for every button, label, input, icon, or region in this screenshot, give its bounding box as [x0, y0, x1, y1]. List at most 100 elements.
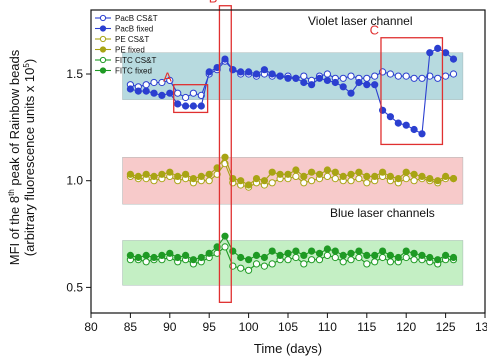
data-point — [347, 170, 355, 178]
data-point — [426, 175, 434, 183]
data-point — [205, 170, 213, 178]
data-point — [347, 177, 355, 185]
data-point — [410, 125, 418, 134]
data-point — [394, 253, 402, 262]
data-point — [245, 181, 253, 189]
data-point — [323, 70, 331, 78]
data-point — [347, 256, 355, 264]
legend-entry: PacB CS&T — [95, 14, 158, 23]
data-point — [371, 251, 379, 259]
series-group — [126, 232, 458, 264]
y-tick-label: 0.5 — [66, 280, 83, 294]
data-point — [126, 85, 134, 93]
data-point — [182, 251, 190, 259]
data-point — [189, 89, 197, 97]
data-point — [300, 78, 308, 87]
reference-band — [122, 240, 464, 286]
data-point — [182, 93, 190, 102]
data-point — [339, 251, 347, 259]
data-point — [418, 251, 426, 259]
highlight-box-layer: A B C — [163, 0, 444, 303]
data-point — [347, 89, 355, 97]
data-point — [434, 177, 442, 185]
data-point — [213, 243, 221, 251]
data-point — [394, 72, 402, 80]
data-point — [252, 175, 261, 183]
data-point — [189, 102, 197, 110]
data-point — [363, 260, 371, 268]
data-point — [355, 168, 363, 176]
data-point — [268, 260, 276, 268]
data-point — [268, 179, 276, 187]
data-point — [142, 258, 150, 266]
data-point — [237, 68, 245, 76]
data-point — [379, 247, 387, 255]
data-point — [284, 170, 292, 178]
data-point — [394, 119, 402, 127]
highlight-box-label: C — [370, 23, 379, 38]
x-tick-label: 110 — [318, 320, 337, 334]
data-point — [189, 175, 197, 183]
legend-entry: PE fixed — [95, 46, 145, 55]
data-point — [197, 172, 205, 180]
data-point — [300, 179, 308, 187]
data-point — [300, 251, 308, 259]
legend-label: FITC fixed — [115, 67, 152, 76]
data-point — [410, 74, 418, 82]
data-point — [245, 68, 253, 76]
annotation-blue-laser: Blue laser channels — [330, 206, 435, 220]
data-point — [174, 89, 182, 97]
data-point — [402, 121, 410, 129]
legend-entry: PacB fixed — [95, 25, 153, 34]
data-point — [355, 247, 363, 255]
data-point — [126, 251, 134, 259]
data-point — [363, 81, 371, 89]
data-point — [434, 256, 442, 264]
data-point — [386, 70, 394, 78]
data-point — [252, 251, 261, 259]
x-axis-title: Time (days) — [254, 341, 322, 356]
data-point — [315, 256, 324, 264]
data-point — [355, 253, 363, 262]
data-point — [221, 232, 229, 240]
data-point — [205, 68, 213, 76]
data-point — [386, 258, 394, 266]
data-point — [268, 70, 276, 78]
data-point — [134, 253, 142, 262]
data-point — [402, 253, 410, 262]
x-tick-label: 95 — [203, 320, 217, 334]
data-point — [371, 258, 379, 266]
y-tick-label: 1.0 — [66, 174, 83, 188]
data-point — [402, 168, 410, 176]
data-point — [284, 249, 292, 257]
data-point — [182, 102, 190, 110]
data-point — [339, 172, 347, 180]
data-point — [386, 172, 394, 180]
legend-label: PacB CS&T — [115, 14, 158, 23]
highlight-box-label: B — [209, 0, 218, 6]
data-point — [449, 253, 458, 262]
legend-entry: FITC fixed — [95, 67, 152, 76]
data-point — [174, 172, 182, 180]
data-point — [292, 253, 300, 262]
exponent-superscript: 5 — [22, 63, 31, 68]
y-axis-title-line-2: (arbitrary fluorescence units x 105) — [22, 59, 37, 256]
data-point — [315, 249, 324, 257]
data-point — [166, 249, 174, 257]
legend-marker — [99, 14, 107, 22]
data-point — [426, 49, 434, 57]
series-layer — [126, 44, 458, 274]
data-point — [166, 89, 174, 97]
data-point — [323, 172, 331, 180]
x-tick-label: 100 — [239, 320, 259, 334]
data-point — [410, 249, 418, 257]
data-point — [197, 253, 205, 262]
data-point — [308, 256, 316, 264]
data-point — [268, 247, 276, 255]
data-point — [260, 177, 268, 185]
x-tick-label: 115 — [357, 320, 376, 334]
data-point — [221, 55, 229, 63]
data-point — [371, 81, 379, 89]
data-point — [402, 175, 410, 183]
data-point — [276, 251, 284, 259]
